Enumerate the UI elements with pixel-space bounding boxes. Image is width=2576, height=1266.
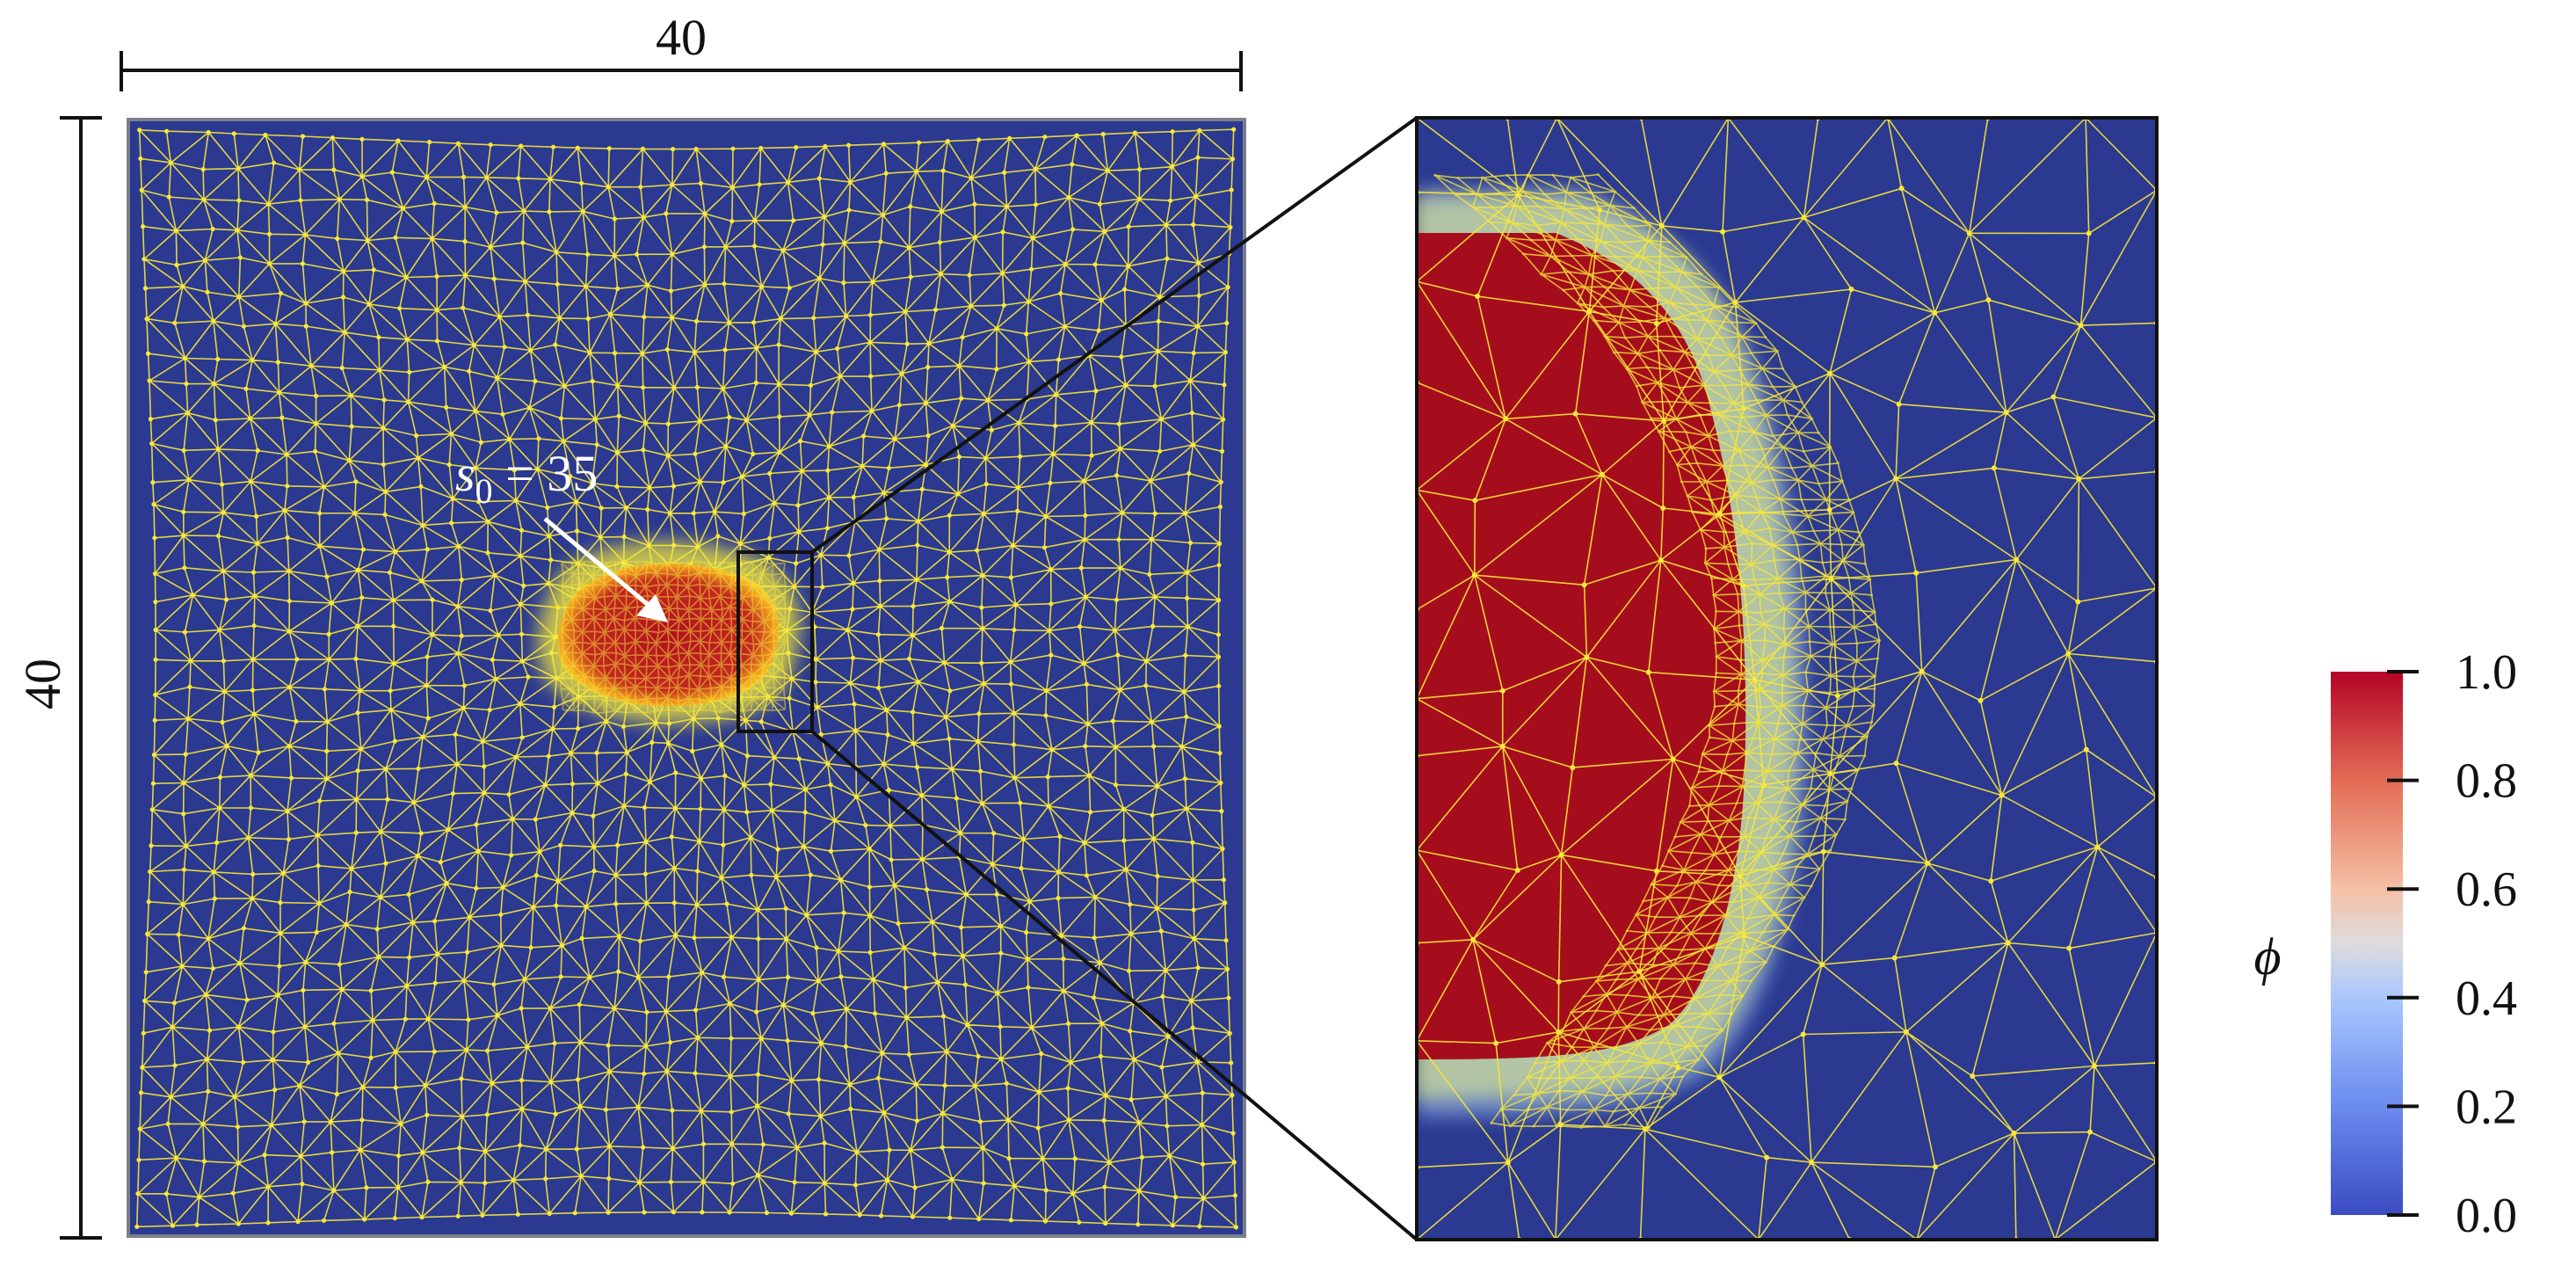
colorbar-tick-label: 0.8 (2456, 754, 2517, 809)
width-dimension (120, 51, 1243, 91)
colorbar-tick-label: 0.6 (2456, 862, 2517, 917)
colorbar-tick-label: 1.0 (2456, 645, 2517, 700)
height-dimension (60, 116, 102, 1240)
colorbar-tick-label: 0.0 (2456, 1189, 2517, 1243)
zoom-connectors (810, 116, 1419, 1241)
coarse-mesh (134, 127, 1239, 1230)
seed-annotation: s0 = 35 (455, 445, 598, 511)
zoom-mesh (1417, 118, 2157, 1240)
height-label: 40 (14, 658, 71, 709)
annotation-arrow (543, 517, 668, 622)
colorbar-gradient (2331, 672, 2403, 1215)
zoom-panel (1415, 116, 2159, 1241)
colorbar: 1.0 0.8 0.6 0.4 0.2 0.0 ϕ (2253, 645, 2517, 1243)
width-label: 40 (656, 9, 707, 66)
domain-panel: s0 = 35 (127, 118, 1246, 1238)
colorbar-tick-label: 0.2 (2456, 1080, 2517, 1134)
inclusion-region (537, 541, 801, 724)
colorbar-symbol: ϕ (2253, 928, 2281, 986)
colorbar-tick-label: 0.4 (2456, 971, 2517, 1026)
zoom-region-box (737, 550, 814, 733)
